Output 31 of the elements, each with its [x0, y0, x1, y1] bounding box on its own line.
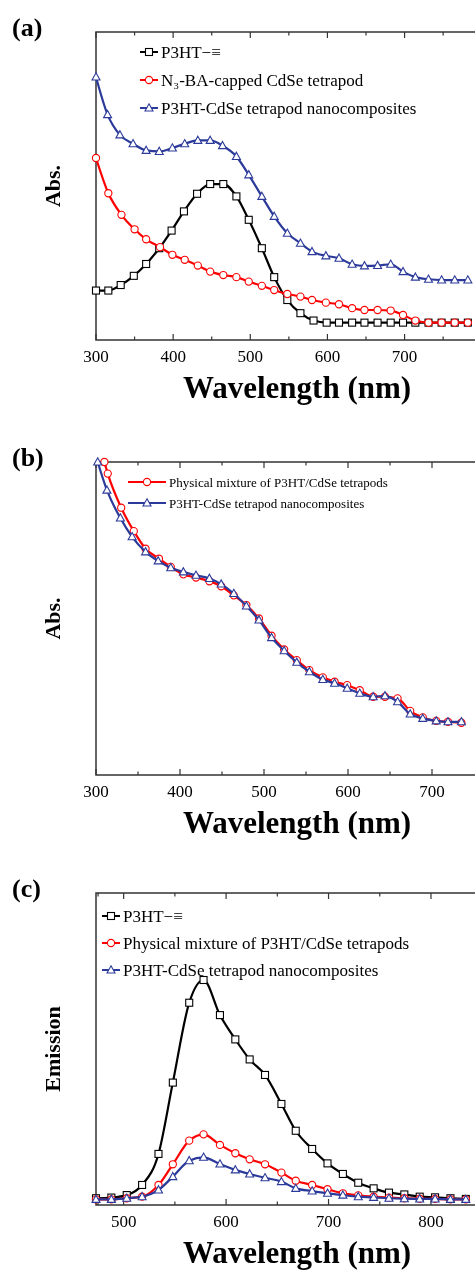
x-tick-label: 700	[315, 1212, 342, 1231]
chart-title: (c)	[12, 874, 41, 903]
x-axis-title: Wavelength (nm)	[182, 805, 412, 840]
y-axis-title: Abs.	[40, 597, 65, 640]
x-tick-label: 400	[167, 782, 193, 801]
x-tick-label: 700	[419, 782, 445, 801]
x-tick-label: 700	[391, 347, 418, 366]
x-tick-label: 600	[213, 1212, 239, 1231]
x-tick-label: 600	[335, 782, 361, 801]
x-tick-label: 800	[418, 1212, 444, 1231]
x-tick-label: 500	[110, 1212, 137, 1231]
y-axis-title: Abs.	[40, 164, 65, 208]
legend-label: P3HT-CdSe tetrapod nanocomposites	[161, 98, 417, 118]
x-tick-label: 500	[251, 782, 277, 801]
legend-label: P3HT−≡	[161, 42, 221, 62]
legend-label: Physical mixture of P3HT/CdSe tetrapods	[169, 474, 388, 490]
legend-label: Physical mixture of P3HT/CdSe tetrapods	[123, 933, 410, 953]
x-axis-title: Wavelength (nm)	[182, 1235, 412, 1270]
legend-label: P3HT-CdSe tetrapod nanocomposites	[123, 960, 379, 980]
y-axis-title: Emission	[40, 1006, 65, 1092]
legend-label: P3HT−≡	[123, 906, 183, 926]
x-axis-title: Wavelength (nm)	[182, 370, 412, 405]
legend-label: N₃-BA-capped CdSe tetrapod	[161, 70, 364, 90]
legend-label: P3HT-CdSe tetrapod nanocomposites	[169, 495, 365, 511]
x-tick-label: 300	[83, 347, 109, 366]
x-tick-label: 300	[83, 782, 109, 801]
chart-title: (a)	[12, 13, 43, 42]
chart-title: (b)	[12, 443, 44, 472]
x-tick-label: 500	[237, 347, 264, 366]
x-tick-label: 400	[160, 347, 186, 366]
x-tick-label: 600	[314, 347, 341, 366]
